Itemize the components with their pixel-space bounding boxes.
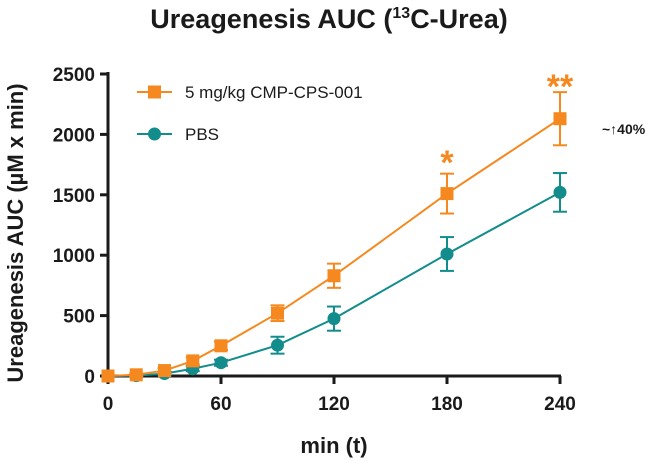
data-point (271, 306, 284, 320)
chart-title-main: Ureagenesis AUC (150, 4, 376, 34)
data-point (440, 247, 454, 261)
y-axis-title: Ureagenesis AUC (µM x min) (3, 83, 28, 382)
data-point (186, 354, 200, 368)
x-tick-label: 60 (210, 394, 231, 415)
legend-label: PBS (185, 125, 219, 144)
x-tick-label: 240 (544, 394, 576, 415)
y-tick-label: 2500 (53, 65, 95, 86)
data-point (327, 269, 341, 283)
legend-marker (148, 85, 161, 99)
x-axis-title: min (t) (300, 433, 367, 458)
data-point (214, 356, 228, 370)
legend-marker (148, 127, 161, 141)
x-tick-label: 180 (431, 394, 463, 415)
y-tick-label: 2000 (53, 125, 95, 146)
data-point (271, 338, 284, 352)
chart-title-open: ( (383, 4, 393, 34)
data-point (327, 312, 341, 326)
x-tick-label: 0 (103, 394, 114, 415)
data-point (553, 185, 567, 199)
y-tick-label: 1500 (53, 186, 95, 207)
significance-marker: * (440, 144, 454, 182)
data-point (101, 369, 115, 383)
series-line (107, 117, 561, 377)
data-point (553, 112, 567, 126)
y-tick-label: 1000 (53, 246, 95, 267)
data-point (158, 364, 171, 378)
chart-title: Ureagenesis AUC (13C-Urea) (0, 4, 658, 35)
data-point (440, 187, 454, 201)
data-point (214, 339, 228, 353)
x-tick-label: 120 (318, 394, 350, 415)
y-tick-label: 500 (63, 307, 95, 328)
legend-label: 5 mg/kg CMP-CPS-001 (185, 83, 363, 102)
chart-title-sup: 13 (392, 5, 411, 22)
y-tick-label: 0 (84, 367, 95, 388)
increase-annotation: ~↑40% (602, 121, 646, 137)
significance-marker: ** (547, 68, 574, 106)
chart-title-rest: C-Urea) (410, 4, 508, 34)
data-point (129, 368, 143, 382)
